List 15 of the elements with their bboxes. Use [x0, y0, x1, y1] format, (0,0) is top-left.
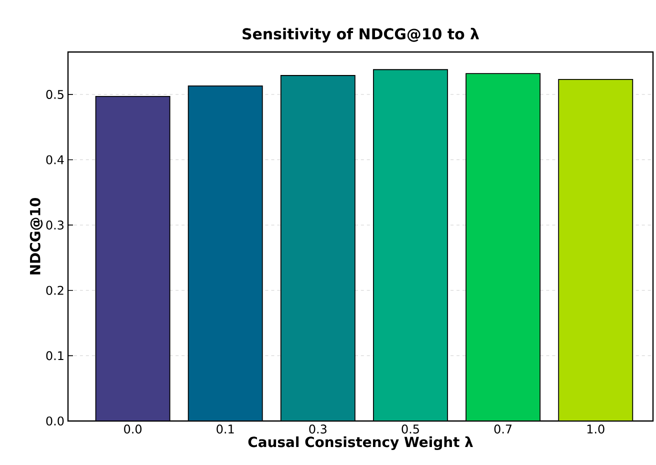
x-tick-label: 0.0: [124, 424, 142, 434]
y-tick-label: 0.0: [46, 416, 64, 426]
chart-title: Sensitivity of NDCG@10 to λ: [242, 28, 480, 42]
y-tick-label: 0.1: [46, 351, 64, 360]
x-tick-label: 0.5: [402, 424, 419, 434]
y-tick-label: 0.4: [46, 155, 64, 164]
x-tick-label: 0.7: [494, 424, 512, 434]
y-axis-title: NDCG@10: [30, 198, 43, 274]
y-tick-label: 0.2: [46, 286, 64, 295]
x-tick-label: 1.0: [587, 424, 604, 434]
y-tick-label: 0.3: [46, 220, 64, 230]
x-tick-label: 0.3: [309, 424, 326, 434]
x-axis-title: Causal Consistency Weight λ: [248, 436, 473, 450]
x-tick-label: 0.1: [216, 424, 234, 434]
y-tick-label: 0.5: [46, 90, 64, 99]
